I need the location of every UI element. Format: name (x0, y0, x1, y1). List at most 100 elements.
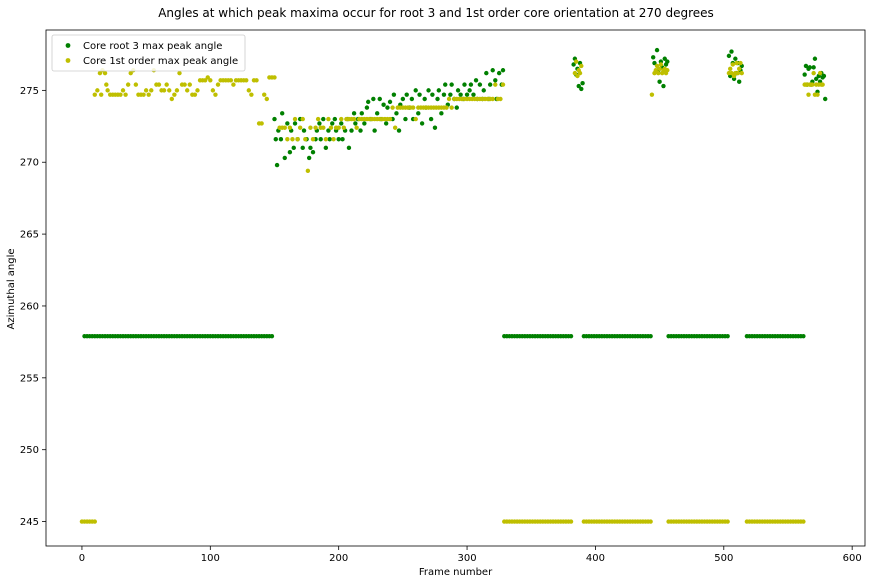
data-point (391, 92, 397, 97)
data-point (254, 78, 259, 83)
data-point (820, 82, 825, 87)
data-point (652, 60, 657, 66)
legend-label-first-order: Core 1st order max peak angle (83, 56, 238, 67)
data-point (387, 99, 393, 105)
data-point (734, 60, 739, 66)
data-point (650, 55, 656, 60)
data-point (435, 96, 440, 102)
data-point (340, 137, 345, 142)
data-point (195, 88, 200, 93)
legend-marker-root3 (65, 43, 71, 48)
data-point (364, 105, 370, 110)
x-axis-label: Frame number (419, 567, 493, 578)
data-point (273, 137, 278, 142)
data-point (323, 137, 329, 142)
data-point (303, 137, 308, 142)
data-point (259, 121, 264, 126)
data-point (128, 70, 133, 76)
data-point (192, 92, 198, 97)
data-point (726, 53, 732, 59)
y-tick-label: 260 (20, 301, 39, 312)
data-point (185, 88, 190, 93)
data-point (580, 80, 585, 86)
data-point (274, 162, 280, 168)
data-point (297, 125, 303, 130)
data-point (383, 121, 389, 126)
data-point (498, 96, 503, 102)
data-point (568, 333, 574, 339)
data-point (484, 70, 489, 76)
data-point (654, 47, 660, 53)
data-point (665, 59, 670, 64)
data-point (729, 70, 734, 76)
y-tick-label: 250 (20, 445, 39, 456)
data-point (385, 105, 390, 110)
data-point (228, 78, 234, 83)
data-point (579, 86, 584, 92)
data-point (449, 105, 454, 110)
data-point (331, 137, 336, 142)
data-point (156, 82, 162, 87)
data-point (210, 88, 216, 93)
chart-title: Angles at which peak maxima occur for ro… (158, 6, 714, 20)
data-point (417, 92, 422, 97)
data-point (730, 62, 735, 67)
data-point (410, 105, 416, 110)
y-tick-label: 275 (20, 86, 39, 97)
y-axis-label: Azimuthal angle (6, 248, 17, 329)
data-point (169, 96, 174, 102)
data-point (351, 111, 357, 116)
plot-frame (45, 29, 866, 547)
data-point (143, 88, 149, 93)
data-point (737, 79, 742, 84)
data-point (205, 75, 210, 80)
data-point (428, 116, 434, 122)
data-point (300, 116, 305, 122)
data-point (432, 125, 438, 130)
data-point (648, 333, 653, 339)
data-point (359, 111, 364, 116)
data-point (249, 92, 254, 97)
data-point (262, 92, 267, 97)
data-point (576, 83, 581, 89)
y-tick-label: 245 (20, 517, 39, 528)
data-point (426, 88, 431, 93)
data-point (125, 82, 131, 87)
data-point (419, 121, 425, 126)
data-point (812, 56, 818, 61)
data-point (172, 92, 177, 97)
data-point (500, 82, 506, 87)
data-point (657, 66, 662, 72)
data-point (381, 102, 386, 107)
data-point (164, 82, 169, 87)
legend-box (51, 34, 246, 72)
data-point (648, 519, 653, 524)
data-point (665, 68, 670, 73)
data-point (815, 92, 820, 97)
data-point (814, 76, 819, 82)
data-point (471, 92, 476, 97)
data-point (317, 121, 322, 126)
data-point (354, 125, 359, 130)
data-point (661, 83, 666, 89)
data-point (487, 82, 493, 87)
axis-ticks: 0 100 200 300 400 500 600 245 250 255 260 265 270 275 (20, 86, 862, 564)
x-tick-label: 200 (329, 553, 348, 564)
data-point (579, 63, 584, 69)
data-point (146, 92, 151, 97)
data-point (328, 125, 334, 130)
data-point (493, 82, 498, 87)
data-point (801, 519, 806, 524)
data-point (803, 63, 809, 69)
data-point (161, 88, 167, 93)
data-point (321, 125, 326, 130)
y-tick-label: 255 (20, 373, 39, 384)
data-point (455, 88, 461, 93)
data-point (272, 116, 277, 122)
data-point (272, 75, 277, 80)
x-tick-label: 300 (458, 553, 477, 564)
data-point (413, 88, 418, 93)
data-point (392, 125, 398, 130)
data-point (733, 56, 738, 61)
